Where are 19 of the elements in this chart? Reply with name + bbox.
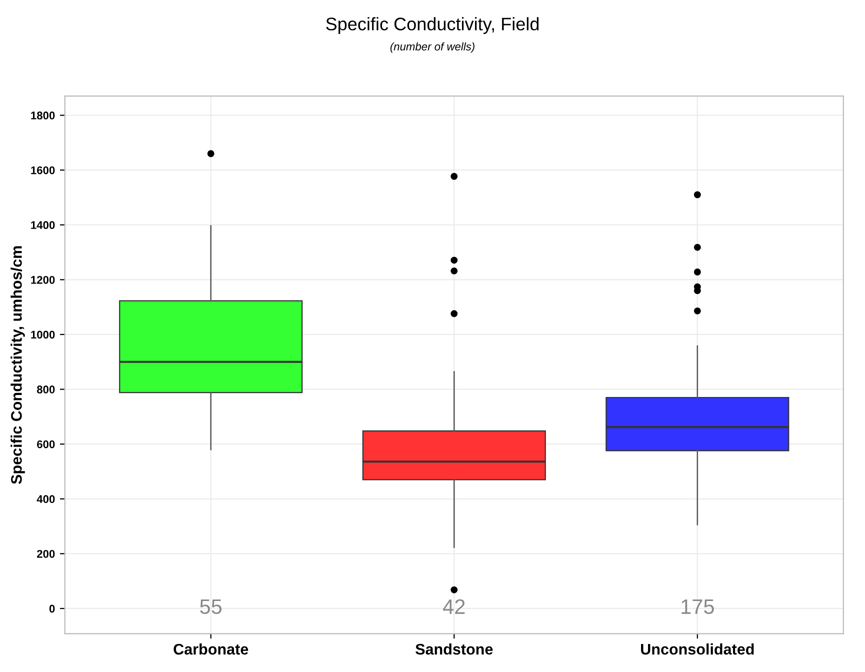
y-tick-label: 800 — [36, 386, 55, 394]
y-tick-label: 0 — [49, 604, 55, 613]
chart-subtitle: (number of wells) — [390, 42, 474, 53]
chart-title: Specific Conductivity, Field — [326, 17, 539, 34]
y-tick-label: 1200 — [31, 276, 55, 284]
y-tick-label: 1600 — [31, 166, 55, 174]
annotation: 175 — [682, 599, 714, 614]
y-axis-title: Specific Conductivity, umhos/cm — [10, 246, 25, 484]
y-tick-label: 200 — [37, 550, 55, 558]
y-tick-label: 600 — [37, 440, 55, 448]
x-tick-label: Carbonate — [174, 643, 248, 655]
y-tick-label: 1800 — [31, 112, 55, 120]
x-tick-label: Sandstone — [416, 643, 493, 655]
annotation: 42 — [443, 599, 465, 614]
annotation: 55 — [200, 599, 222, 614]
x-tick-label: Unconsolidated — [641, 643, 754, 655]
y-tick-label: 400 — [36, 495, 55, 504]
y-tick-label: 1400 — [31, 221, 55, 230]
y-tick-label: 1000 — [31, 330, 55, 339]
